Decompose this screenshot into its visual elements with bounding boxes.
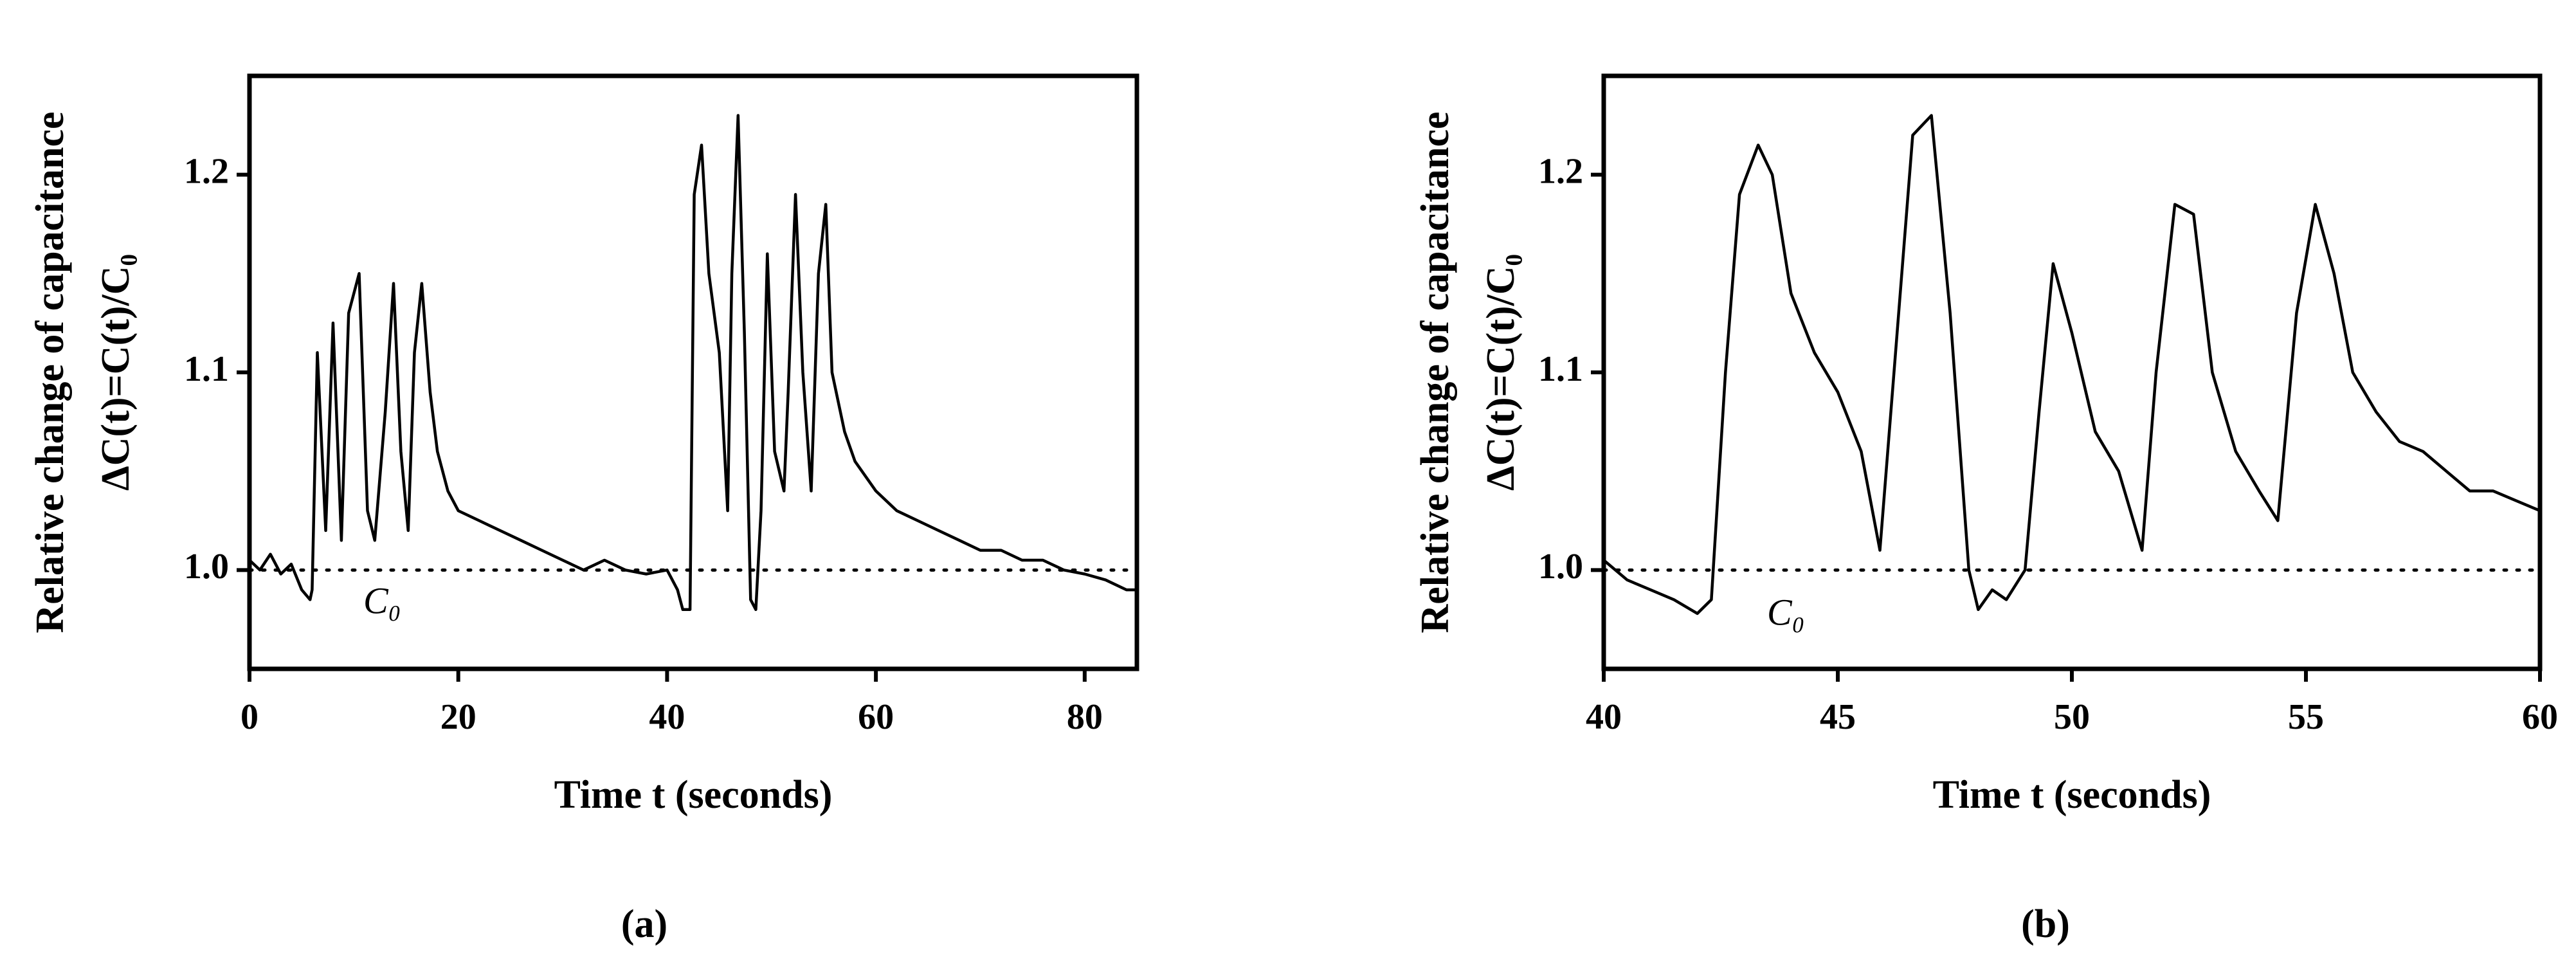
annotation: C₀ [1767, 591, 1805, 633]
x-tick-label: 50 [2054, 697, 2090, 737]
x-tick-label: 80 [1067, 697, 1103, 737]
annotation: C₀ [363, 579, 401, 621]
y-tick-label: 1.0 [1538, 547, 1583, 587]
x-tick-label: 0 [240, 697, 259, 737]
y-axis-label: Relative change of capacitance [28, 112, 72, 633]
y-axis-label: Relative change of capacitance [1413, 112, 1457, 633]
y-tick-label: 1.1 [184, 349, 229, 389]
y-tick-label: 1.2 [1538, 152, 1583, 192]
x-tick-label: 60 [2522, 697, 2558, 737]
y-axis-label: ΔC(t)=C(t)/C₀ [94, 254, 138, 491]
x-tick-label: 20 [440, 697, 476, 737]
x-tick-label: 40 [1586, 697, 1622, 737]
y-tick-label: 1.1 [1538, 349, 1583, 389]
x-tick-label: 45 [1820, 697, 1856, 737]
x-axis-label: Time t (seconds) [554, 773, 833, 817]
x-tick-label: 55 [2288, 697, 2324, 737]
data-line [1602, 114, 2541, 615]
y-axis-label: ΔC(t)=C(t)/C₀ [1479, 254, 1523, 491]
panel-label: (b) [2021, 902, 2070, 946]
plot-frame [1601, 73, 2543, 671]
x-tick-label: 60 [858, 697, 894, 737]
x-axis-label: Time t (seconds) [1933, 773, 2211, 817]
data-line [248, 114, 1137, 612]
panel-label: (a) [621, 902, 667, 946]
x-tick-label: 40 [649, 697, 685, 737]
y-tick-label: 1.2 [184, 152, 229, 192]
y-tick-label: 1.0 [184, 547, 229, 587]
